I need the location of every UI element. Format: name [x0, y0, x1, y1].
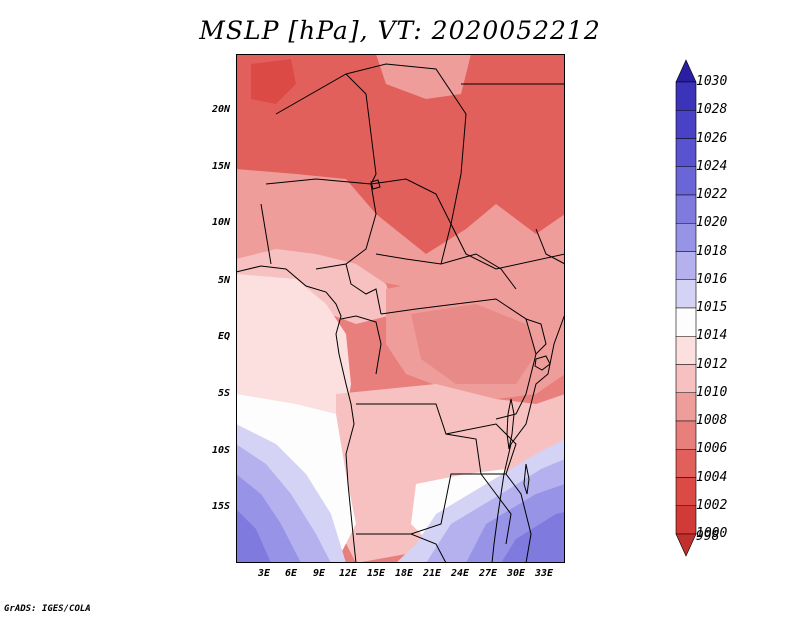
- colorbar-label-1020: 1020: [696, 215, 728, 231]
- lon-label-24e: 24E: [450, 568, 470, 579]
- lake-victoria: [534, 355, 551, 371]
- colorbar-swatch-1016: [675, 251, 697, 281]
- colorbar-swatch-1014: [675, 307, 697, 337]
- lon-label-15e: 15E: [366, 568, 386, 579]
- lat-label-20n: 20N: [211, 104, 230, 115]
- colorbar-swatch-1002: [675, 477, 697, 507]
- coastline: [236, 265, 357, 563]
- colorbar-label-1010: 1010: [696, 384, 728, 400]
- colorbar-swatch-1028: [675, 81, 697, 111]
- border-algeria-libya: [345, 63, 467, 175]
- colorbar-swatch-1010: [675, 364, 697, 394]
- lon-label-30e: 30E: [506, 568, 526, 579]
- colorbar-label-1026: 1026: [696, 130, 728, 146]
- colorbar-label-1004: 1004: [696, 469, 728, 485]
- border-chad: [370, 178, 452, 265]
- lake-malawi: [523, 463, 530, 495]
- lat-label-eq: EQ: [217, 331, 230, 342]
- lon-label-3e: 3E: [257, 568, 271, 579]
- colorbar-swatch-1004: [675, 448, 697, 478]
- sahel-band: [236, 169, 565, 314]
- northwest-low: [251, 59, 296, 104]
- gulf-of-guinea: [236, 274, 351, 419]
- colorbar-label-1016: 1016: [696, 271, 728, 287]
- lat-label-15n: 15N: [211, 161, 230, 172]
- border-cameroon: [345, 263, 382, 315]
- colorbar-label-1030: 1030: [696, 74, 728, 89]
- colorbar-label-1014: 1014: [696, 328, 728, 344]
- border-ethiopia: [535, 228, 565, 265]
- lon-label-18e: 18E: [394, 568, 414, 579]
- colorbar-label-1002: 1002: [696, 497, 728, 513]
- pressure-map: [236, 54, 565, 563]
- border-namibia: [356, 533, 447, 563]
- colorbar-label-1024: 1024: [696, 158, 728, 174]
- border-car: [375, 253, 517, 290]
- atlantic-high-1020: [236, 509, 271, 563]
- congo-inner: [411, 304, 536, 384]
- map-title: MSLP [hPa], VT: 2020052212: [199, 16, 601, 45]
- lat-label-5n: 5N: [217, 275, 230, 286]
- colorbar-label-1028: 1028: [696, 102, 728, 118]
- lon-label-12e: 12E: [338, 568, 358, 579]
- lat-label-5s: 5S: [217, 388, 230, 399]
- lake-tanganyika: [506, 398, 515, 450]
- colorbar-swatch-1006: [675, 420, 697, 450]
- border-zambia: [445, 423, 517, 475]
- border-congo: [340, 315, 382, 375]
- lon-label-21e: 21E: [422, 568, 442, 579]
- southeast-high-1020: [501, 512, 565, 563]
- colorbar-label-1008: 1008: [696, 413, 728, 428]
- colorbar-label-1015: 1015: [696, 300, 728, 315]
- colorbar-swatch-1030: [675, 59, 697, 83]
- sahara-core: [281, 84, 456, 229]
- colorbar-swatch-1012: [675, 335, 697, 365]
- lon-label-33e: 33E: [534, 568, 554, 579]
- borders: [236, 63, 565, 563]
- lat-label-15s: 15S: [211, 501, 230, 512]
- lon-label-9e: 9E: [312, 568, 326, 579]
- lake-chad: [370, 179, 381, 190]
- lon-label-6e: 6E: [284, 568, 298, 579]
- lat-label-10s: 10S: [211, 445, 230, 456]
- colorbar-swatch-1000: [675, 505, 697, 535]
- colorbar-swatch-998: [675, 533, 697, 557]
- colorbar-swatch-1022: [675, 166, 697, 196]
- colorbar-label-998: 998: [696, 529, 720, 544]
- colorbar: [675, 59, 697, 557]
- colorbar-swatch-1024: [675, 138, 697, 168]
- colorbar-swatch-1020: [675, 194, 697, 224]
- colorbar-swatch-1018: [675, 222, 697, 252]
- colorbar-label-1022: 1022: [696, 187, 728, 202]
- border-zimbabwe: [480, 473, 512, 545]
- lat-label-10n: 10N: [211, 217, 230, 228]
- colorbar-swatch-1026: [675, 109, 697, 139]
- colorbar-swatch-1015: [675, 279, 697, 309]
- border-mozambique: [505, 473, 532, 563]
- colorbar-swatch-1008: [675, 392, 697, 422]
- border-uganda-kenya: [525, 318, 547, 355]
- lakes: [370, 179, 551, 495]
- colorbar-label-1018: 1018: [696, 243, 728, 259]
- map-frame: [236, 54, 565, 563]
- border-mali-niger: [275, 73, 377, 185]
- lon-label-27e: 27E: [478, 568, 498, 579]
- credit-text: GrADS: IGES/COLA: [4, 604, 91, 614]
- east-coast: [491, 313, 565, 563]
- border-sudan-south: [450, 173, 565, 270]
- colorbar-label-1012: 1012: [696, 356, 728, 372]
- colorbar-label-1006: 1006: [696, 441, 728, 457]
- border-ghana-togo: [260, 203, 272, 265]
- colorbar-label-1000: 1000: [696, 526, 728, 541]
